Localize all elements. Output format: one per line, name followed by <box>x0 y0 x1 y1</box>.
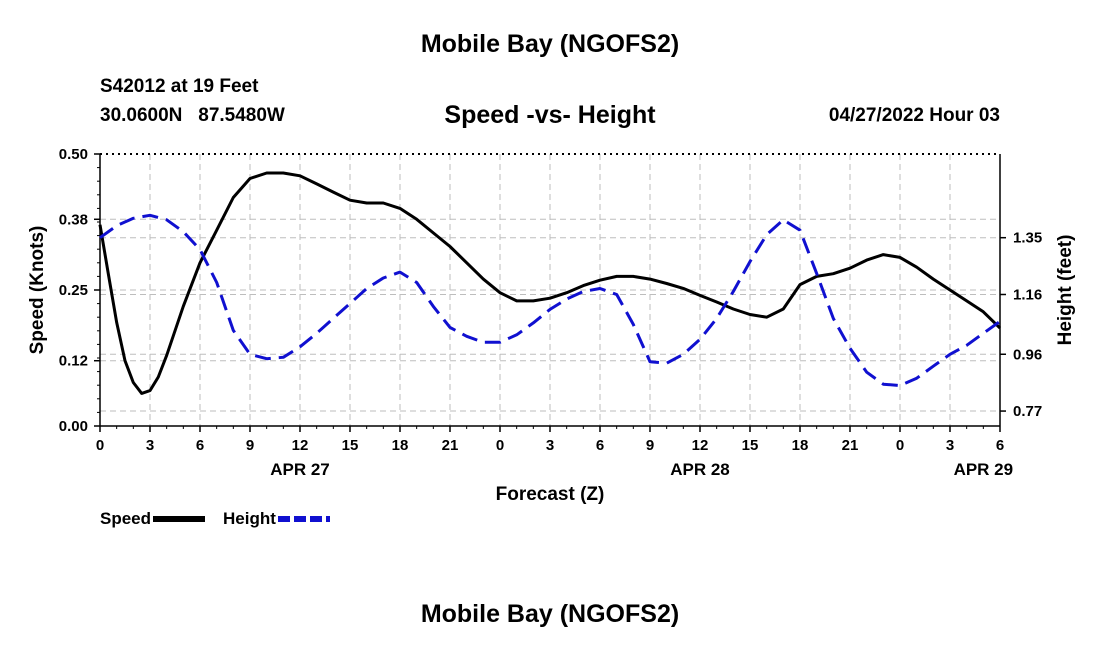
chart-subtitle: Speed -vs- Height <box>444 101 656 129</box>
coordinates: 30.0600N 87.5480W <box>100 105 285 127</box>
x-tick-label: 9 <box>246 437 254 454</box>
legend-height-label: Height <box>223 509 276 528</box>
x-tick-label: 21 <box>442 437 459 454</box>
x-tick-label: 6 <box>596 437 604 454</box>
x-tick-label: 0 <box>96 437 104 454</box>
footer-title: Mobile Bay (NGOFS2) <box>420 600 680 628</box>
x-tick-label: 3 <box>946 437 954 454</box>
height-series-line <box>99 213 1001 388</box>
x-axis-label: Forecast (Z) <box>496 484 605 505</box>
y2-tick-label: 0.96 <box>1013 346 1042 363</box>
legend-height-swatch <box>277 516 330 522</box>
x-tick-label: 6 <box>196 437 204 454</box>
y-axis-label: Speed (Knots) <box>27 226 48 355</box>
legend-speed: Speed <box>100 509 206 529</box>
date-label: APR 29 <box>954 460 1014 479</box>
x-tick-label: 12 <box>292 437 309 454</box>
station-label: S42012 at 19 Feet <box>100 76 259 97</box>
y2-tick-label: 1.35 <box>1013 230 1042 247</box>
x-tick-label: 3 <box>146 437 154 454</box>
x-tick-label: 15 <box>742 437 759 454</box>
chart-legend: Speed Height <box>100 509 348 529</box>
latitude: 30.0600N <box>100 105 183 126</box>
y2-tick-label: 0.77 <box>1013 403 1042 420</box>
y-tick-label: 0.12 <box>59 353 88 370</box>
longitude: 87.5480W <box>198 105 285 126</box>
legend-speed-swatch <box>153 516 206 522</box>
y2-axis-label: Height (feet) <box>1055 235 1076 346</box>
x-tick-label: 0 <box>496 437 504 454</box>
x-tick-label: 9 <box>646 437 654 454</box>
y2-tick-label: 1.16 <box>1013 286 1042 303</box>
x-tick-label: 0 <box>896 437 904 454</box>
date-label: APR 27 <box>270 460 330 479</box>
x-tick-label: 21 <box>842 437 859 454</box>
x-tick-label: 3 <box>546 437 554 454</box>
speed-series-line <box>98 171 1002 395</box>
forecast-timestamp: 04/27/2022 Hour 03 <box>828 105 1000 126</box>
chart-title: Mobile Bay (NGOFS2) <box>420 30 680 58</box>
legend-speed-label: Speed <box>100 509 152 528</box>
y-tick-label: 0.38 <box>59 211 88 228</box>
y-tick-label: 0.25 <box>59 282 88 299</box>
x-tick-label: 18 <box>792 437 809 454</box>
y-tick-label: 0.00 <box>59 418 88 435</box>
x-tick-label: 18 <box>392 437 409 454</box>
legend-height: Height <box>223 509 330 529</box>
x-tick-label: 12 <box>692 437 709 454</box>
y-tick-label: 0.50 <box>59 146 88 163</box>
x-tick-label: 15 <box>342 437 359 454</box>
x-tick-label: 6 <box>996 437 1004 454</box>
date-label: APR 28 <box>670 460 730 479</box>
